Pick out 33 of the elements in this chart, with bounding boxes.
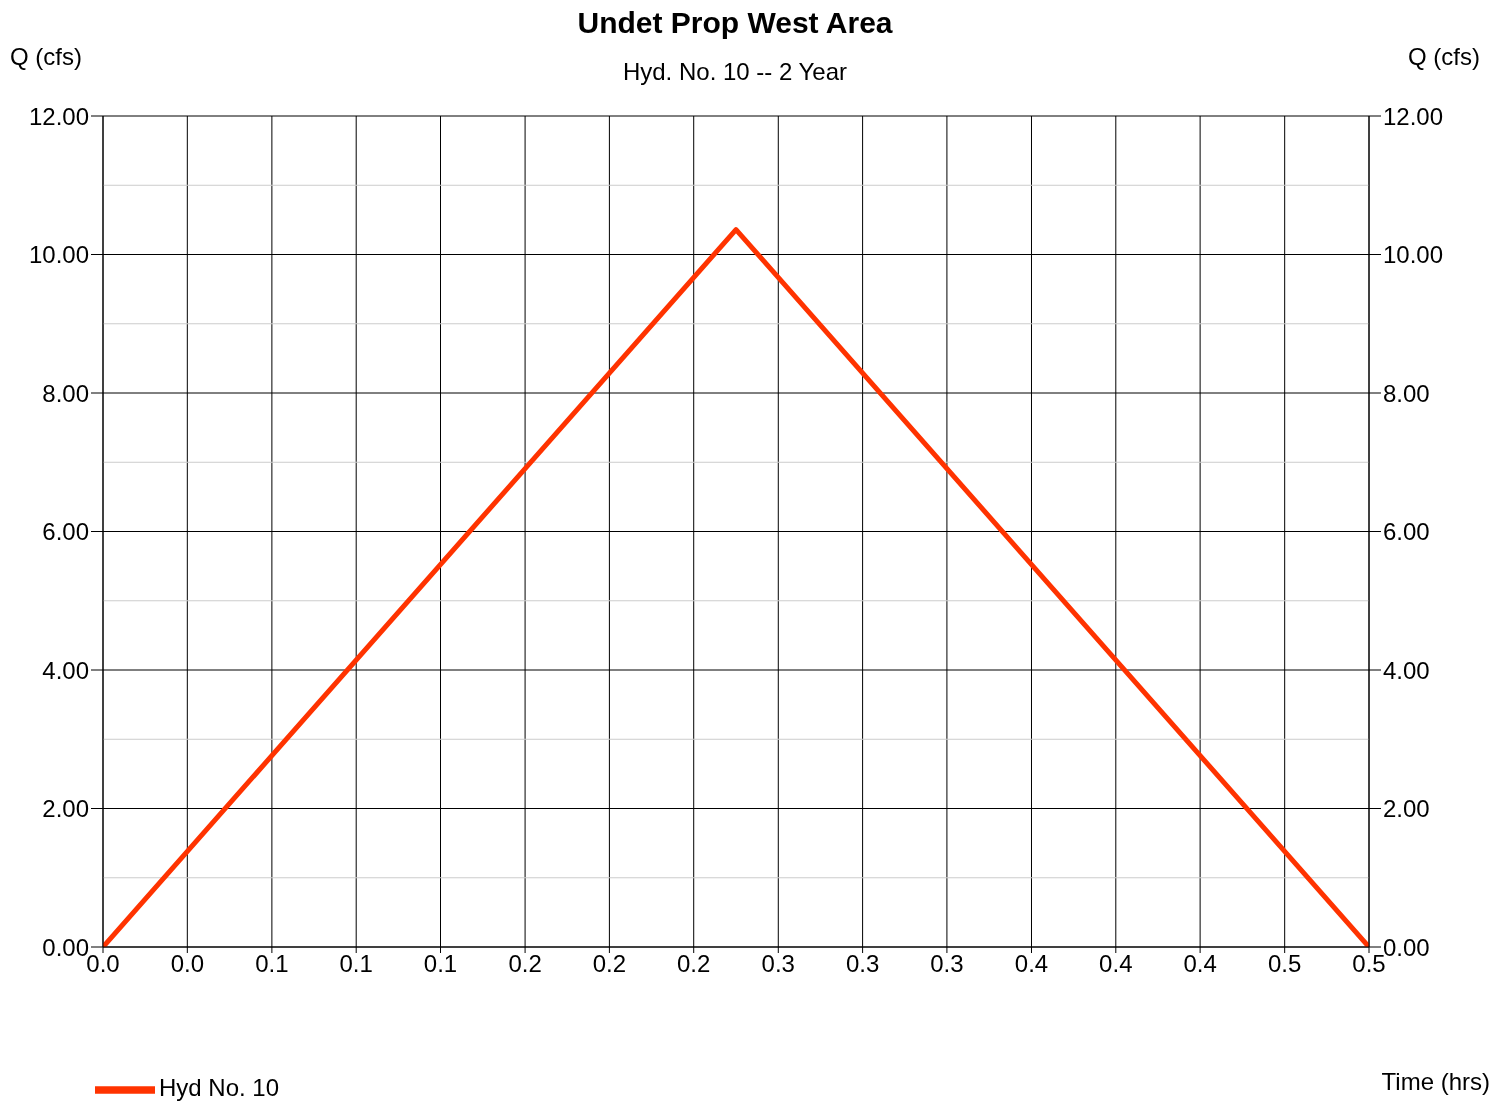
y2-tick-label: 6.00 <box>1383 518 1430 546</box>
legend-label: Hyd No. 10 <box>159 1074 280 1102</box>
y2-tick-label: 10.00 <box>1383 241 1444 269</box>
x-tick-label: 0.2 <box>592 950 627 978</box>
x-tick-label: 0.3 <box>761 950 795 978</box>
y2-tick-label: 2.00 <box>1383 795 1430 823</box>
y-axis-title: Q (cfs) <box>10 43 82 71</box>
y-tick-label: 4.00 <box>42 656 89 684</box>
y2-axis-title: Q (cfs) <box>1408 43 1480 71</box>
x-tick-label: 0.4 <box>1099 950 1133 978</box>
y-tick-label: 2.00 <box>42 795 89 823</box>
y2-tick-label: 12.00 <box>1383 102 1444 130</box>
x-tick-label: 0.4 <box>1014 950 1049 978</box>
y-tick-label: 8.00 <box>42 379 89 407</box>
x-tick-label: 0.3 <box>845 950 880 978</box>
chart-subtitle: Hyd. No. 10 -- 2 Year <box>622 58 848 85</box>
y-tick-label: 6.00 <box>42 518 89 546</box>
y2-tick-label: 4.00 <box>1383 656 1430 684</box>
y-tick-label: 12.00 <box>28 102 89 130</box>
x-tick-label: 0.3 <box>930 950 964 978</box>
x-axis-title: Time (hrs) <box>1381 1068 1490 1096</box>
y2-tick-label: 0.00 <box>1383 933 1430 961</box>
x-tick-label: 0.5 <box>1268 950 1302 978</box>
x-tick-label: 0.2 <box>508 950 542 978</box>
x-tick-label: 0.2 <box>677 950 711 978</box>
x-tick-label: 0.1 <box>423 950 458 978</box>
y-tick-label: 10.00 <box>28 241 89 269</box>
x-tick-label: 0.1 <box>255 950 289 978</box>
x-tick-label: 0.4 <box>1183 950 1217 978</box>
chart-title: Undet Prop West Area <box>576 6 894 40</box>
y2-tick-label: 8.00 <box>1383 379 1430 407</box>
x-tick-label: 0.1 <box>339 950 373 978</box>
x-tick-label: 0.0 <box>170 950 204 978</box>
